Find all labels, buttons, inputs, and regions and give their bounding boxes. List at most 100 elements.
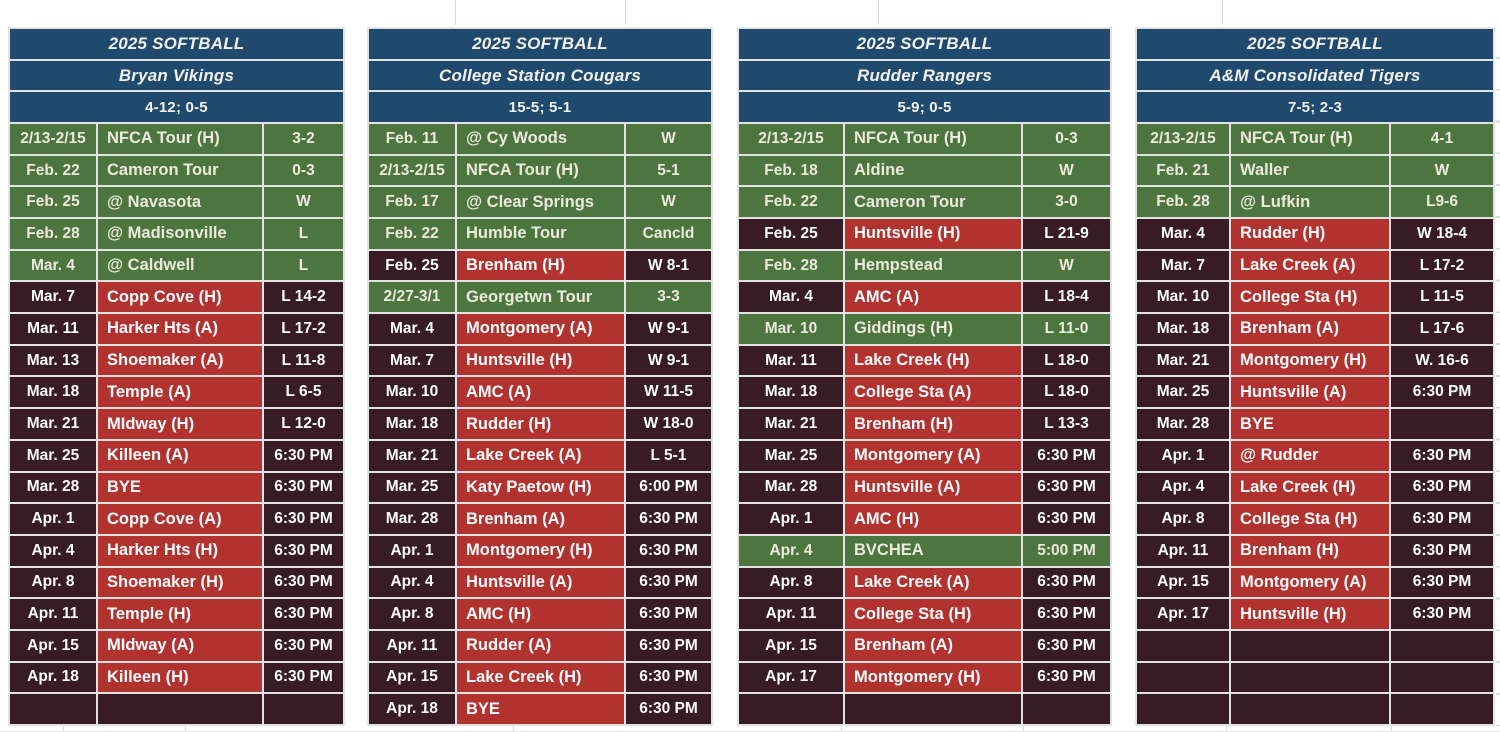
- cell-opponent[interactable]: Giddings (H): [845, 314, 1021, 344]
- cell-date[interactable]: Apr. 8: [369, 599, 455, 629]
- cell-result[interactable]: [264, 694, 343, 724]
- cell-opponent[interactable]: @ Clear Springs: [457, 187, 624, 218]
- team-name[interactable]: A&M Consolidated Tigers: [1137, 60, 1493, 91]
- cell-date[interactable]: Mar. 18: [1137, 314, 1229, 344]
- cell-opponent[interactable]: Cameron Tour: [845, 187, 1021, 218]
- team-record[interactable]: 4-12; 0-5: [10, 92, 343, 123]
- cell-date[interactable]: Mar. 4: [1137, 219, 1229, 249]
- cell-date[interactable]: Mar. 28: [1137, 409, 1229, 439]
- cell-result[interactable]: W 9-1: [626, 345, 711, 376]
- cell-result[interactable]: 6:30 PM: [1391, 535, 1493, 566]
- cell-result[interactable]: 6:30 PM: [264, 472, 343, 503]
- cell-date[interactable]: Feb. 25: [739, 219, 843, 249]
- cell-result[interactable]: 6:30 PM: [626, 599, 711, 629]
- cell-result[interactable]: [1391, 694, 1493, 724]
- cell-opponent[interactable]: Huntsville (H): [1231, 599, 1389, 629]
- cell-result[interactable]: W: [1023, 155, 1110, 186]
- cell-date[interactable]: Apr. 8: [1137, 504, 1229, 534]
- cell-date[interactable]: Mar. 10: [1137, 282, 1229, 313]
- cell-result[interactable]: [1391, 662, 1493, 693]
- cell-opponent[interactable]: Rudder (H): [1231, 219, 1389, 249]
- cell-date[interactable]: Mar. 11: [10, 314, 96, 344]
- cell-opponent[interactable]: Huntsville (H): [457, 345, 624, 376]
- cell-result[interactable]: 6:30 PM: [1023, 504, 1110, 534]
- cell-result[interactable]: L 18-4: [1023, 282, 1110, 313]
- cell-date[interactable]: Apr. 15: [1137, 567, 1229, 598]
- team-record[interactable]: 5-9; 0-5: [739, 92, 1110, 123]
- cell-result[interactable]: 6:30 PM: [264, 440, 343, 471]
- cell-opponent[interactable]: @ Madisonville: [98, 219, 262, 249]
- cell-date[interactable]: Mar. 4: [739, 282, 843, 313]
- cell-result[interactable]: 6:30 PM: [1023, 567, 1110, 598]
- cell-date[interactable]: Apr. 8: [739, 567, 843, 598]
- cell-date[interactable]: Feb. 18: [739, 155, 843, 186]
- cell-result[interactable]: L 11-8: [264, 345, 343, 376]
- cell-opponent[interactable]: NFCA Tour (H): [98, 124, 262, 154]
- cell-date[interactable]: Feb. 21: [1137, 155, 1229, 186]
- cell-date[interactable]: Apr. 11: [369, 630, 455, 661]
- cell-result[interactable]: [1391, 630, 1493, 661]
- cell-date[interactable]: Mar. 25: [10, 440, 96, 471]
- cell-date[interactable]: Feb. 22: [739, 187, 843, 218]
- cell-date[interactable]: Mar. 28: [739, 472, 843, 503]
- team-record[interactable]: 7-5; 2-3: [1137, 92, 1493, 123]
- cell-date[interactable]: Mar. 25: [1137, 377, 1229, 408]
- cell-opponent[interactable]: Shoemaker (A): [98, 345, 262, 376]
- cell-result[interactable]: L 6-5: [264, 377, 343, 408]
- cell-date[interactable]: Mar. 4: [10, 250, 96, 281]
- cell-opponent[interactable]: @ Caldwell: [98, 250, 262, 281]
- cell-date[interactable]: Mar. 25: [739, 440, 843, 471]
- team-name[interactable]: College Station Cougars: [369, 60, 711, 91]
- cell-opponent[interactable]: Lake Creek (H): [845, 345, 1021, 376]
- cell-opponent[interactable]: Montgomery (H): [1231, 345, 1389, 376]
- cell-date[interactable]: Mar. 21: [739, 409, 843, 439]
- cell-opponent[interactable]: AMC (H): [845, 504, 1021, 534]
- cell-date[interactable]: Apr. 15: [739, 630, 843, 661]
- cell-date[interactable]: Mar. 7: [10, 282, 96, 313]
- cell-date[interactable]: Mar. 11: [739, 345, 843, 376]
- cell-result[interactable]: W 11-5: [626, 377, 711, 408]
- cell-opponent[interactable]: Huntsville (A): [1231, 377, 1389, 408]
- cell-opponent[interactable]: Montgomery (H): [457, 535, 624, 566]
- cell-result[interactable]: L 12-0: [264, 409, 343, 439]
- cell-opponent[interactable]: Katy Paetow (H): [457, 472, 624, 503]
- team-record[interactable]: 15-5; 5-1: [369, 92, 711, 123]
- cell-result[interactable]: 0-3: [1023, 124, 1110, 154]
- cell-result[interactable]: L9-6: [1391, 187, 1493, 218]
- cell-opponent[interactable]: Brenham (A): [457, 504, 624, 534]
- cell-result[interactable]: L 17-6: [1391, 314, 1493, 344]
- cell-result[interactable]: 5-1: [626, 155, 711, 186]
- cell-opponent[interactable]: Huntsville (A): [845, 472, 1021, 503]
- cell-result[interactable]: 6:30 PM: [1391, 567, 1493, 598]
- cell-opponent[interactable]: [845, 694, 1021, 724]
- cell-result[interactable]: 6:30 PM: [1023, 472, 1110, 503]
- table-title[interactable]: 2025 SOFTBALL: [369, 29, 711, 59]
- cell-result[interactable]: 6:30 PM: [1023, 630, 1110, 661]
- cell-date[interactable]: Mar. 10: [739, 314, 843, 344]
- cell-result[interactable]: 6:30 PM: [264, 630, 343, 661]
- cell-date[interactable]: Mar. 7: [1137, 250, 1229, 281]
- cell-date[interactable]: Feb. 25: [369, 250, 455, 281]
- cell-opponent[interactable]: Killeen (A): [98, 440, 262, 471]
- cell-opponent[interactable]: Waller: [1231, 155, 1389, 186]
- cell-opponent[interactable]: Hempstead: [845, 250, 1021, 281]
- cell-result[interactable]: L 18-0: [1023, 345, 1110, 376]
- cell-opponent[interactable]: Lake Creek (H): [457, 662, 624, 693]
- cell-opponent[interactable]: Huntsville (A): [457, 567, 624, 598]
- cell-result[interactable]: Cancld: [626, 219, 711, 249]
- cell-opponent[interactable]: NFCA Tour (H): [1231, 124, 1389, 154]
- cell-date[interactable]: Apr. 17: [739, 662, 843, 693]
- cell-opponent[interactable]: Aldine: [845, 155, 1021, 186]
- cell-opponent[interactable]: Temple (H): [98, 599, 262, 629]
- cell-opponent[interactable]: College Sta (H): [845, 599, 1021, 629]
- cell-opponent[interactable]: Copp Cove (H): [98, 282, 262, 313]
- cell-result[interactable]: 6:30 PM: [264, 504, 343, 534]
- cell-date[interactable]: Mar. 21: [369, 440, 455, 471]
- cell-result[interactable]: L: [264, 219, 343, 249]
- cell-date[interactable]: Feb. 28: [10, 219, 96, 249]
- cell-result[interactable]: 6:30 PM: [1023, 662, 1110, 693]
- cell-date[interactable]: Apr. 1: [1137, 440, 1229, 471]
- cell-result[interactable]: 6:30 PM: [626, 567, 711, 598]
- cell-date[interactable]: [10, 694, 96, 724]
- cell-opponent[interactable]: [1231, 662, 1389, 693]
